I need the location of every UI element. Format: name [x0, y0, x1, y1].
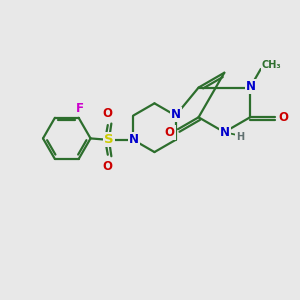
Text: N: N: [129, 133, 139, 146]
Text: S: S: [104, 134, 114, 146]
Text: N: N: [220, 126, 230, 139]
Text: O: O: [103, 160, 112, 172]
Text: O: O: [103, 107, 112, 120]
Text: CH₃: CH₃: [261, 61, 281, 70]
Text: N: N: [171, 108, 181, 122]
Text: N: N: [246, 80, 256, 93]
Text: O: O: [279, 111, 289, 124]
Text: H: H: [236, 132, 244, 142]
Text: O: O: [165, 126, 175, 139]
Text: F: F: [76, 102, 84, 116]
